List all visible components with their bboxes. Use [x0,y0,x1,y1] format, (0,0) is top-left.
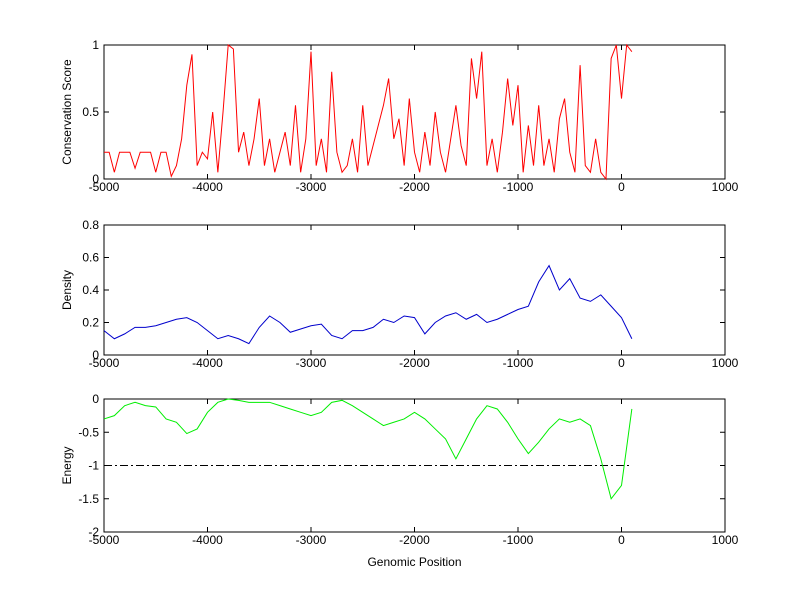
y-tick-label: 0.8 [82,218,99,232]
x-tick-label: -3000 [296,533,327,547]
x-tick-label: -4000 [192,180,223,194]
x-tick-label: -2000 [399,180,430,194]
x-tick-label: 0 [618,356,625,370]
y-axis-label: Energy [60,446,74,484]
x-tick-label: -2000 [399,533,430,547]
x-tick-label: 0 [618,180,625,194]
x-tick-label: 1000 [712,180,739,194]
data-line [103,398,633,500]
x-tick-label: -1000 [503,180,534,194]
x-tick-label: -3000 [296,180,327,194]
x-tick-label: 1000 [712,356,739,370]
y-tick-label: 0.2 [82,316,99,330]
x-tick-label: -1000 [503,533,534,547]
x-tick-label: -3000 [296,356,327,370]
y-tick-label: 0.6 [82,251,99,265]
x-tick-label: 1000 [712,533,739,547]
y-tick-label: 0 [92,172,99,186]
y-axis-label: Density [60,270,74,310]
y-axis-label: Conservation Score [60,59,74,165]
y-tick-label: -2 [88,525,99,539]
y-tick-label: 0 [92,392,99,406]
y-tick-label: 0.5 [82,105,99,119]
x-tick-label: -1000 [503,356,534,370]
x-axis-label: Genomic Position [367,555,461,569]
x-tick-label: -5000 [89,356,120,370]
y-tick-label: -1.5 [78,492,99,506]
data-line [103,264,633,345]
x-tick-label: -4000 [192,533,223,547]
y-tick-label: 0 [92,348,99,362]
axes-box [103,224,726,356]
x-tick-label: -5000 [89,533,120,547]
x-tick-label: -2000 [399,356,430,370]
data-line [104,43,633,181]
y-tick-label: 0.4 [82,283,99,297]
y-tick-label: -1 [88,459,99,473]
y-tick-label: -0.5 [78,425,99,439]
y-tick-label: 1 [92,38,99,52]
x-tick-label: -5000 [89,180,120,194]
x-tick-label: -4000 [192,356,223,370]
x-tick-label: 0 [618,533,625,547]
